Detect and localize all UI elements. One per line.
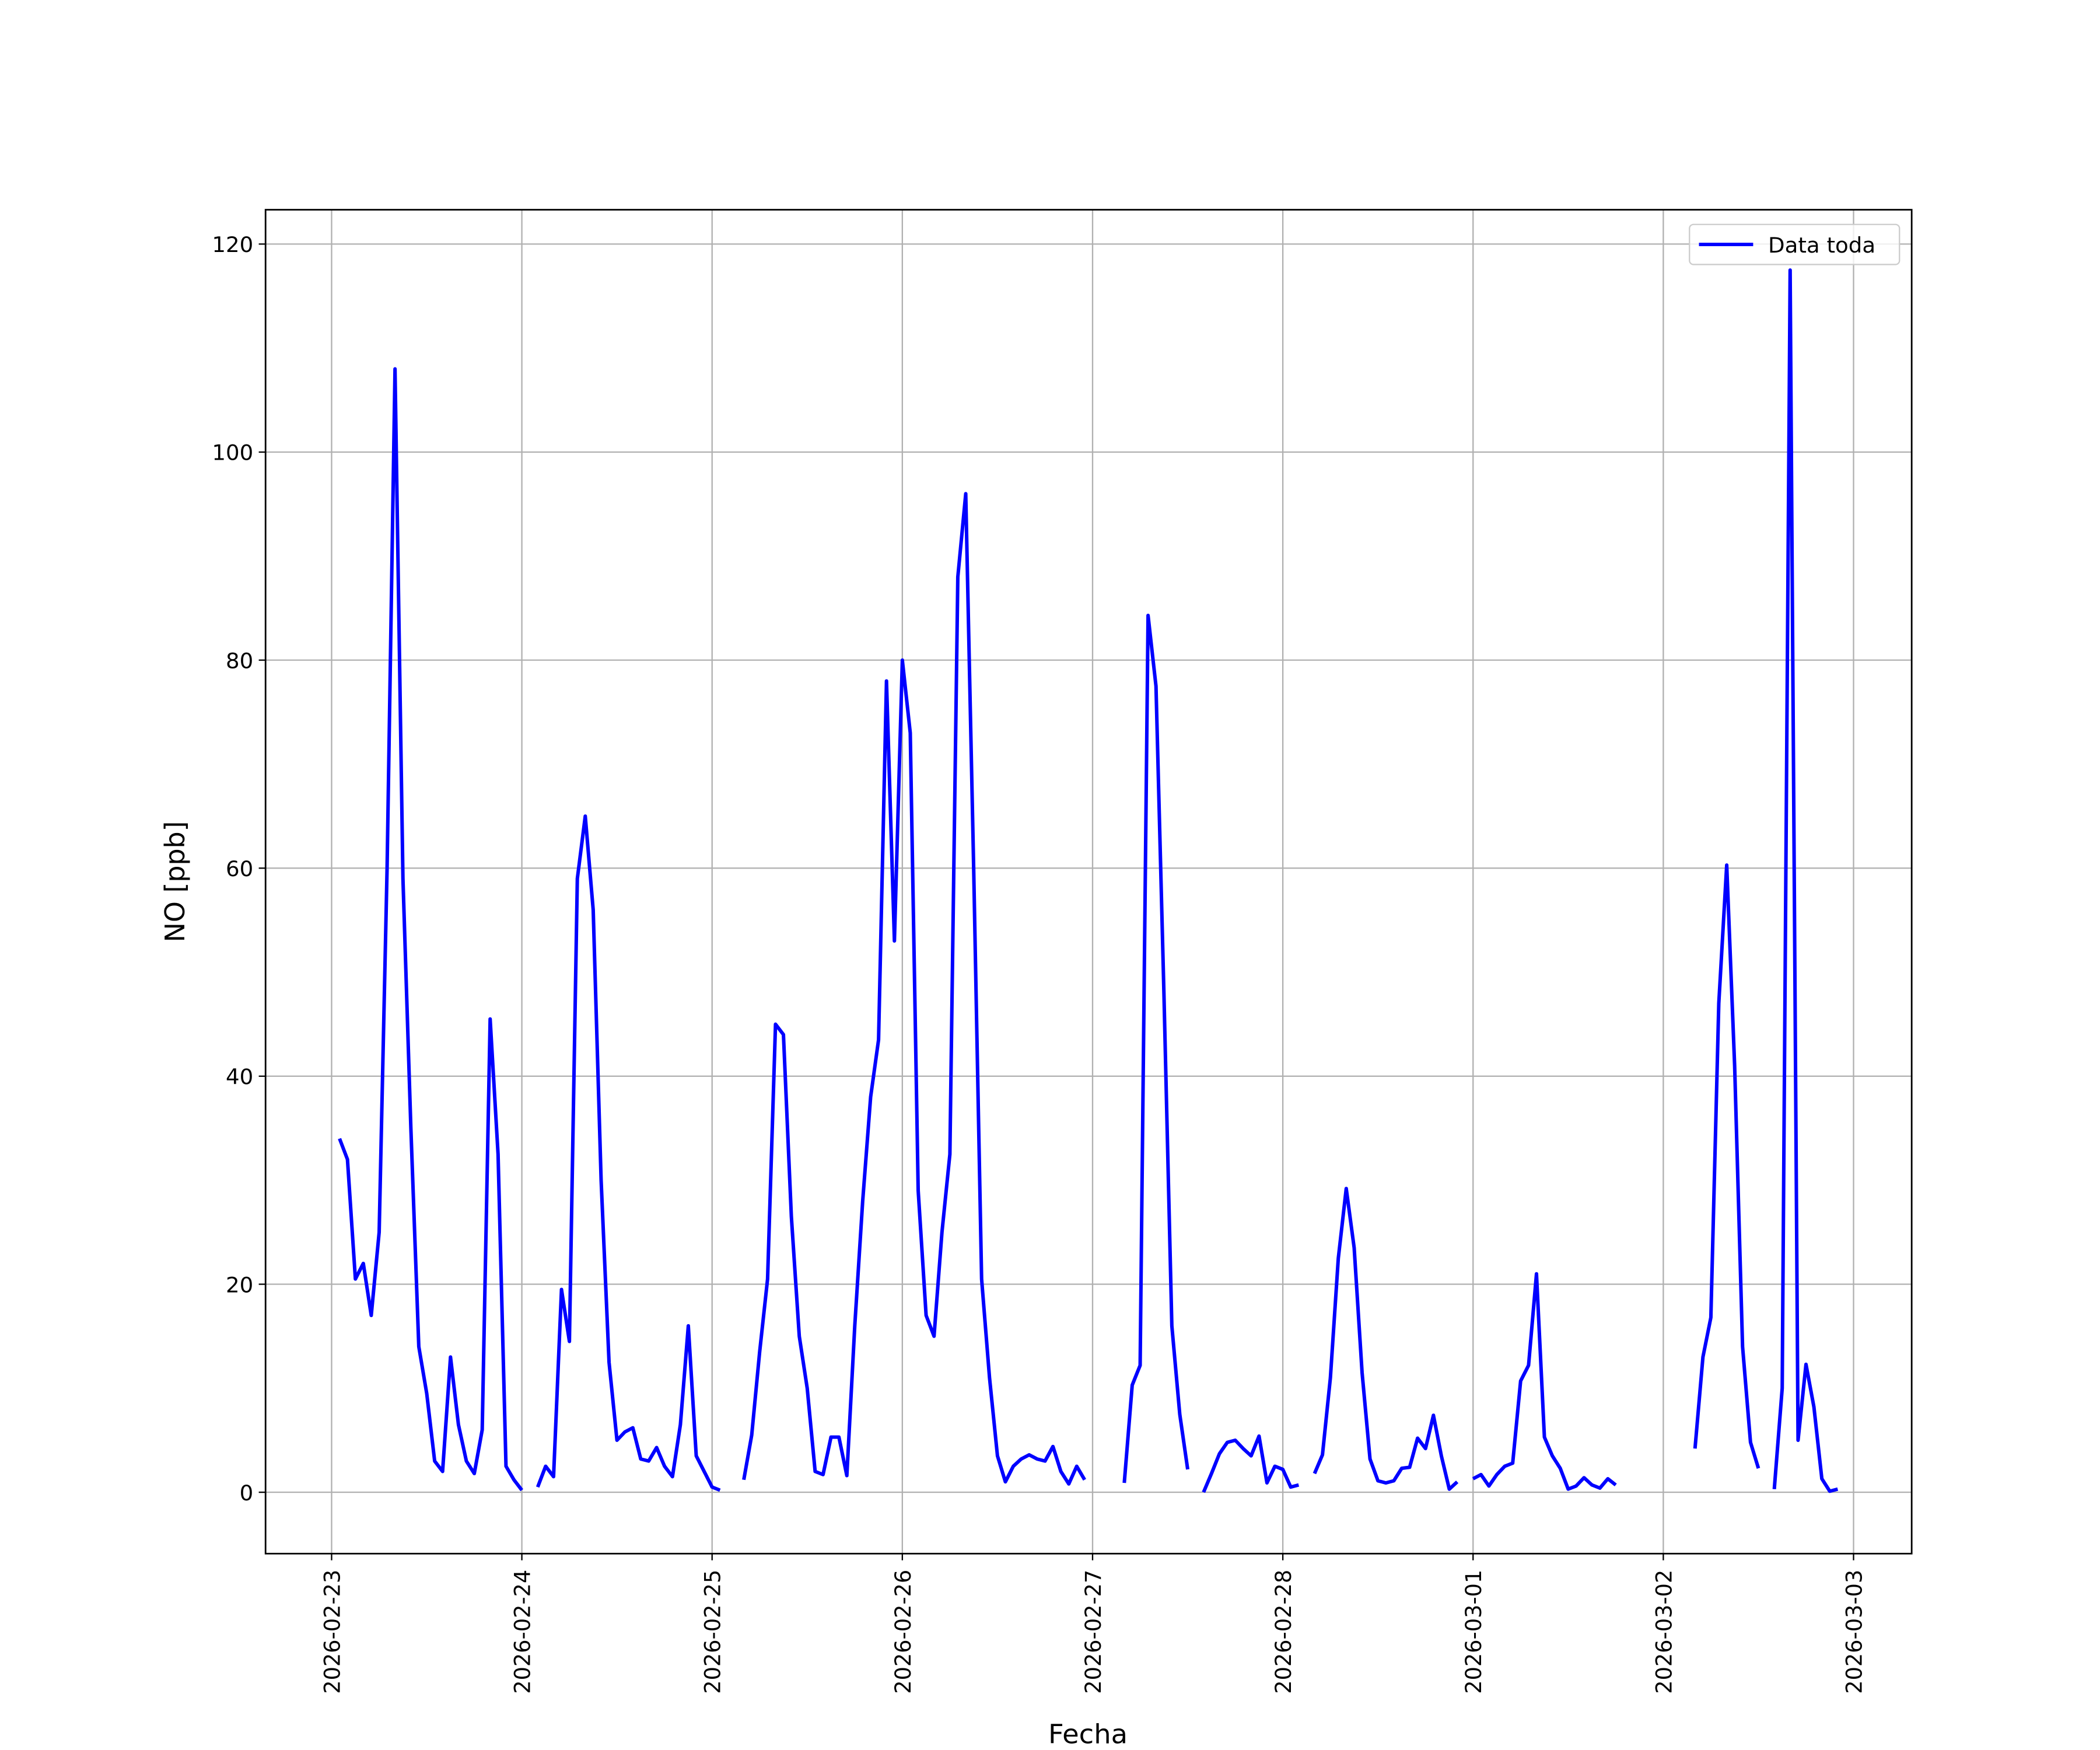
y-tick-label: 120 xyxy=(212,232,253,257)
plot-frame xyxy=(264,209,1913,1555)
x-tick-label: 2026-03-03 xyxy=(1842,1570,1867,1694)
y-axis-label: NO [ppb] xyxy=(159,821,191,943)
x-tick-label: 2026-02-27 xyxy=(1081,1570,1106,1694)
x-tick-label: 2026-02-28 xyxy=(1271,1570,1296,1694)
x-tick-label: 2026-02-24 xyxy=(510,1570,535,1694)
y-tick-label: 60 xyxy=(226,856,253,881)
x-tick-label: 2026-03-02 xyxy=(1651,1570,1676,1694)
x-tick-label: 2026-02-25 xyxy=(700,1570,725,1694)
x-tick-label: 2026-03-01 xyxy=(1461,1570,1486,1694)
legend-label: Data toda xyxy=(1768,233,1875,258)
legend-box xyxy=(1689,223,1901,265)
y-tick-label: 20 xyxy=(226,1273,253,1298)
y-tick-label: 100 xyxy=(212,440,253,466)
y-tick-label: 80 xyxy=(226,649,253,674)
data-line xyxy=(338,268,1839,1493)
x-tick-label: 2026-02-26 xyxy=(891,1570,916,1694)
x-axis-label: Fecha xyxy=(1048,1718,1128,1750)
y-tick-label: 0 xyxy=(240,1480,254,1506)
y-tick-label: 40 xyxy=(226,1065,253,1090)
x-tick-label: 2026-02-23 xyxy=(320,1570,345,1694)
